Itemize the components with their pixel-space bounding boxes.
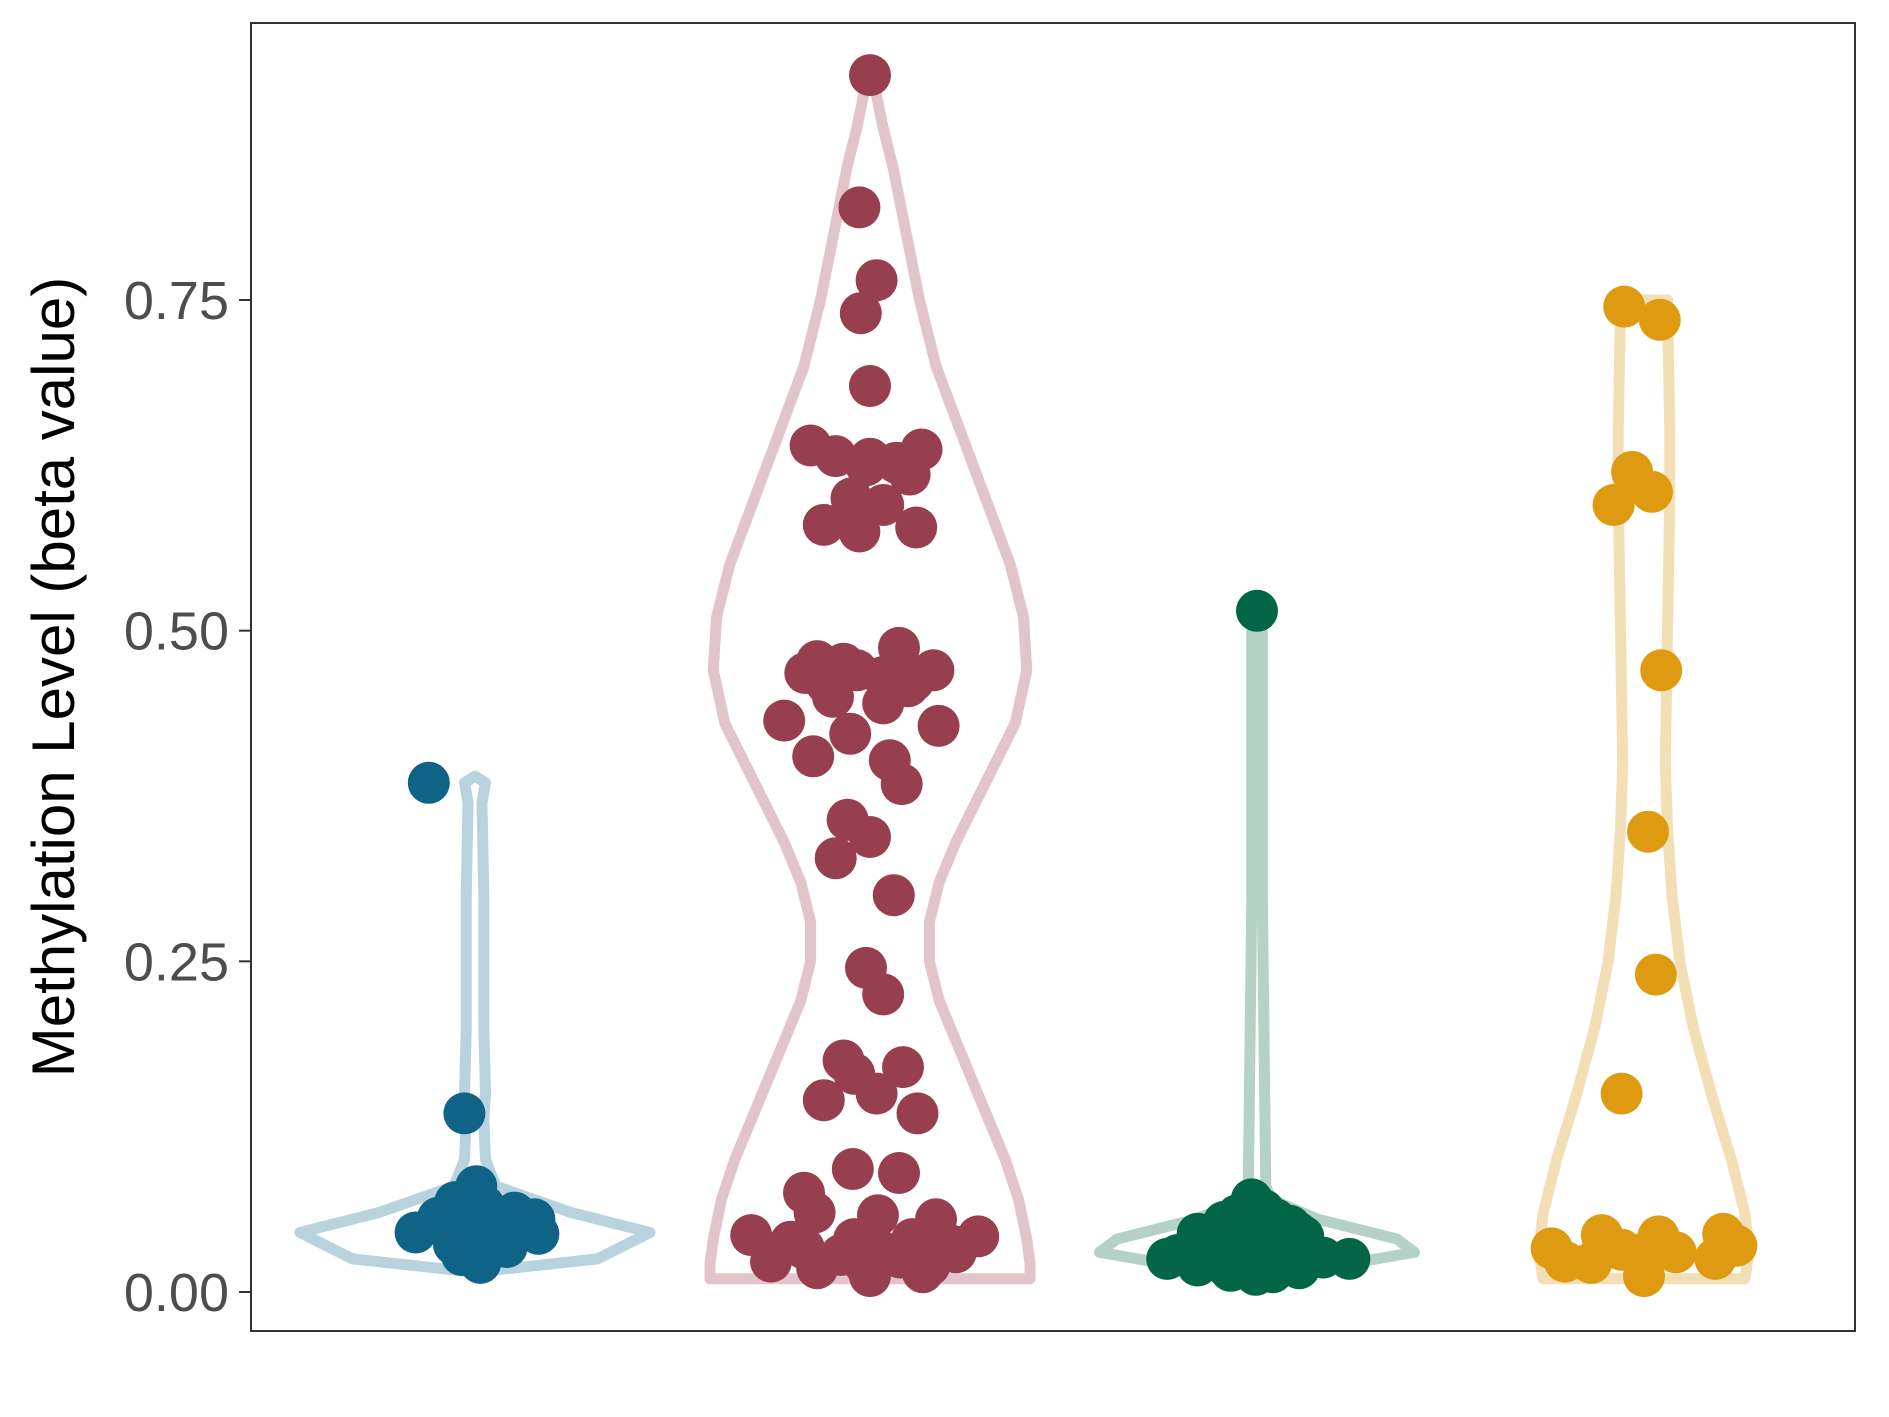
data-point xyxy=(1630,470,1673,513)
data-point xyxy=(1592,484,1635,526)
data-point xyxy=(1638,298,1681,341)
data-point xyxy=(878,1152,920,1194)
data-point xyxy=(849,54,891,97)
data-point xyxy=(1634,953,1677,996)
y-tick-label: 0.50 xyxy=(124,602,229,662)
data-point xyxy=(1328,1237,1371,1280)
data-point xyxy=(862,682,905,725)
data-point xyxy=(792,735,835,778)
data-point xyxy=(839,292,882,335)
data-point xyxy=(882,1046,924,1089)
data-point xyxy=(1640,649,1683,692)
data-point xyxy=(1623,1255,1665,1298)
data-point xyxy=(812,675,854,718)
data-point xyxy=(1694,1237,1737,1280)
data-point xyxy=(862,973,905,1016)
data-point xyxy=(838,510,881,553)
data-point xyxy=(838,186,881,229)
data-point xyxy=(443,1092,486,1135)
data-point xyxy=(796,1247,839,1290)
y-axis: 0.00 0.25 0.50 0.75 xyxy=(124,271,251,1323)
data-point xyxy=(829,712,872,755)
data-point xyxy=(763,699,806,742)
plot-panel-border xyxy=(250,22,1856,1332)
data-point xyxy=(901,1251,944,1294)
data-point xyxy=(517,1212,560,1255)
data-point xyxy=(814,837,857,880)
data-point xyxy=(888,453,931,496)
data-point xyxy=(459,1241,502,1284)
data-point xyxy=(1176,1244,1219,1287)
data-point xyxy=(917,704,960,747)
data-point xyxy=(750,1240,792,1283)
data-point xyxy=(802,1079,845,1122)
data-point xyxy=(855,259,898,302)
data-point xyxy=(1603,285,1646,328)
y-tick-label: 0.00 xyxy=(124,1263,229,1323)
data-point xyxy=(1627,810,1669,853)
data-point xyxy=(895,506,938,549)
data-point xyxy=(1600,1072,1643,1115)
data-point xyxy=(830,477,873,520)
data-point xyxy=(1570,1241,1613,1284)
data-point xyxy=(872,874,915,917)
data-point xyxy=(880,763,923,806)
data-point xyxy=(793,1191,836,1234)
data-point xyxy=(802,503,845,546)
y-tick-label: 0.75 xyxy=(124,271,229,331)
data-point xyxy=(831,1148,874,1190)
data-point xyxy=(896,1092,939,1135)
data-point xyxy=(845,444,887,487)
y-tick-label: 0.25 xyxy=(124,932,229,992)
data-point xyxy=(1234,1253,1277,1296)
data-point xyxy=(1654,1231,1697,1274)
data-point xyxy=(1236,589,1278,632)
data-point xyxy=(407,761,450,804)
data-point xyxy=(855,1072,898,1115)
data-point xyxy=(849,1255,891,1298)
data-point xyxy=(849,816,891,858)
data-point xyxy=(849,365,891,407)
point-layer xyxy=(394,54,1758,1298)
data-point xyxy=(394,1211,437,1254)
y-axis-title: Methylation Level (beta value) xyxy=(20,277,87,1077)
